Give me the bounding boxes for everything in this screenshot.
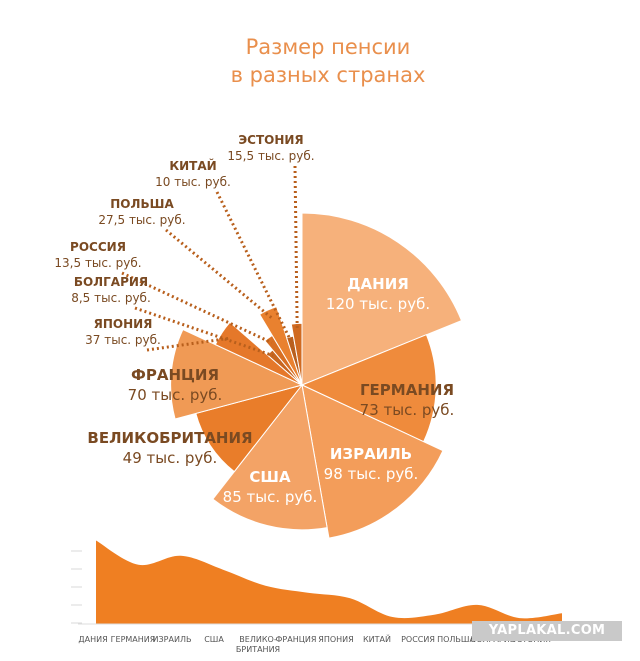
leader-line-польша <box>165 228 273 319</box>
slice-value-label: 98 тыс. руб. <box>324 465 419 483</box>
slice-label-россия: РОССИЯ 13,5 тыс. руб. <box>54 240 141 270</box>
slice-япония <box>214 321 303 386</box>
slice-value-label: 27,5 тыс. руб. <box>98 213 185 227</box>
slice-name: ГЕРМАНИЯ <box>360 381 454 399</box>
slice-name: ПОЛЬША <box>110 197 174 211</box>
slice-израиль <box>301 384 444 539</box>
x-tick-label: ПОЛЬША <box>437 635 475 644</box>
slice-value-label: 49 тыс. руб. <box>123 449 218 467</box>
watermark: YAPLAKAL.COM <box>472 621 622 641</box>
x-tick-label: ФРАНЦИЯ <box>276 635 317 644</box>
slice-label-китай: КИТАЙ 10 тыс. руб. <box>155 158 231 189</box>
slice-label-польша: ПОЛЬША 27,5 тыс. руб. <box>98 197 185 227</box>
slice-value-label: 13,5 тыс. руб. <box>54 256 141 270</box>
x-tick-label: США <box>204 635 224 644</box>
slice-name: ФРАНЦИЯ <box>131 366 219 384</box>
slice-label-эстония: ЭСТОНИЯ 15,5 тыс. руб. <box>227 133 314 163</box>
slice-label-сша: США 85 тыс. руб. <box>223 468 318 506</box>
slice-label-болгария: БОЛГАРИЯ 8,5 тыс. руб. <box>71 275 151 305</box>
x-tick-label: КИТАЙ <box>363 633 391 644</box>
slice-name: РОССИЯ <box>70 240 126 254</box>
slice-эстония <box>290 322 303 386</box>
slice-name: БОЛГАРИЯ <box>74 275 148 289</box>
slice-value-label: 85 тыс. руб. <box>223 488 318 506</box>
x-tick-label: ЯПОНИЯ <box>318 635 353 644</box>
x-tick-label: ГЕРМАНИЯ <box>111 635 156 644</box>
title-line-1: Размер пенсии <box>245 35 411 59</box>
slice-value-label: 120 тыс. руб. <box>326 295 430 313</box>
slice-польша <box>258 306 303 386</box>
x-tick-label: РОССИЯ <box>401 635 435 644</box>
slice-value-label: 10 тыс. руб. <box>155 175 231 189</box>
slice-name: ЭСТОНИЯ <box>238 133 303 147</box>
slice-дания <box>301 212 463 386</box>
slice-name: США <box>249 468 291 486</box>
x-tick-label: ИЗРАИЛЬ <box>153 635 192 644</box>
slice-name: КИТАЙ <box>169 158 216 173</box>
slice-label-дания: ДАНИЯ 120 тыс. руб. <box>326 275 430 313</box>
leader-line-болгария <box>134 306 274 358</box>
slice-name: ДАНИЯ <box>347 275 409 293</box>
slice-label-япония: ЯПОНИЯ 37 тыс. руб. <box>85 317 161 347</box>
slice-франция <box>170 328 304 420</box>
slice-label-израиль: ИЗРАИЛЬ 98 тыс. руб. <box>324 445 419 483</box>
x-tick-label: БРИТАНИЯ <box>236 645 280 654</box>
x-tick-label: ДАНИЯ <box>78 635 107 644</box>
slice-name: ВЕЛИКОБРИТАНИЯ <box>87 429 252 447</box>
slice-value-label: 73 тыс. руб. <box>360 401 455 419</box>
slice-сша <box>212 383 328 531</box>
area-series <box>96 540 562 624</box>
slice-label-великобритания: ВЕЛИКОБРИТАНИЯ 49 тыс. руб. <box>87 429 252 467</box>
title-line-2: в разных странах <box>230 63 426 87</box>
leader-line-эстония <box>293 165 299 330</box>
x-tick-label: ВЕЛИКО- <box>239 635 277 644</box>
leader-line-япония <box>146 336 231 352</box>
slice-label-германия: ГЕРМАНИЯ 73 тыс. руб. <box>360 381 455 419</box>
slice-value-label: 8,5 тыс. руб. <box>71 291 151 305</box>
slice-value-label: 70 тыс. руб. <box>128 386 223 404</box>
slice-value-label: 37 тыс. руб. <box>85 333 161 347</box>
slice-германия <box>300 334 437 443</box>
slice-name: ИЗРАИЛЬ <box>330 445 412 463</box>
leader-line-китай <box>215 191 293 343</box>
slice-name: ЯПОНИЯ <box>94 317 153 331</box>
slice-label-франция: ФРАНЦИЯ 70 тыс. руб. <box>128 366 223 404</box>
slice-value-label: 15,5 тыс. руб. <box>227 149 314 163</box>
polar-area-chart: ДАНИЯ 120 тыс. руб. ГЕРМАНИЯ 73 тыс. руб. ИЗ… <box>54 133 463 539</box>
